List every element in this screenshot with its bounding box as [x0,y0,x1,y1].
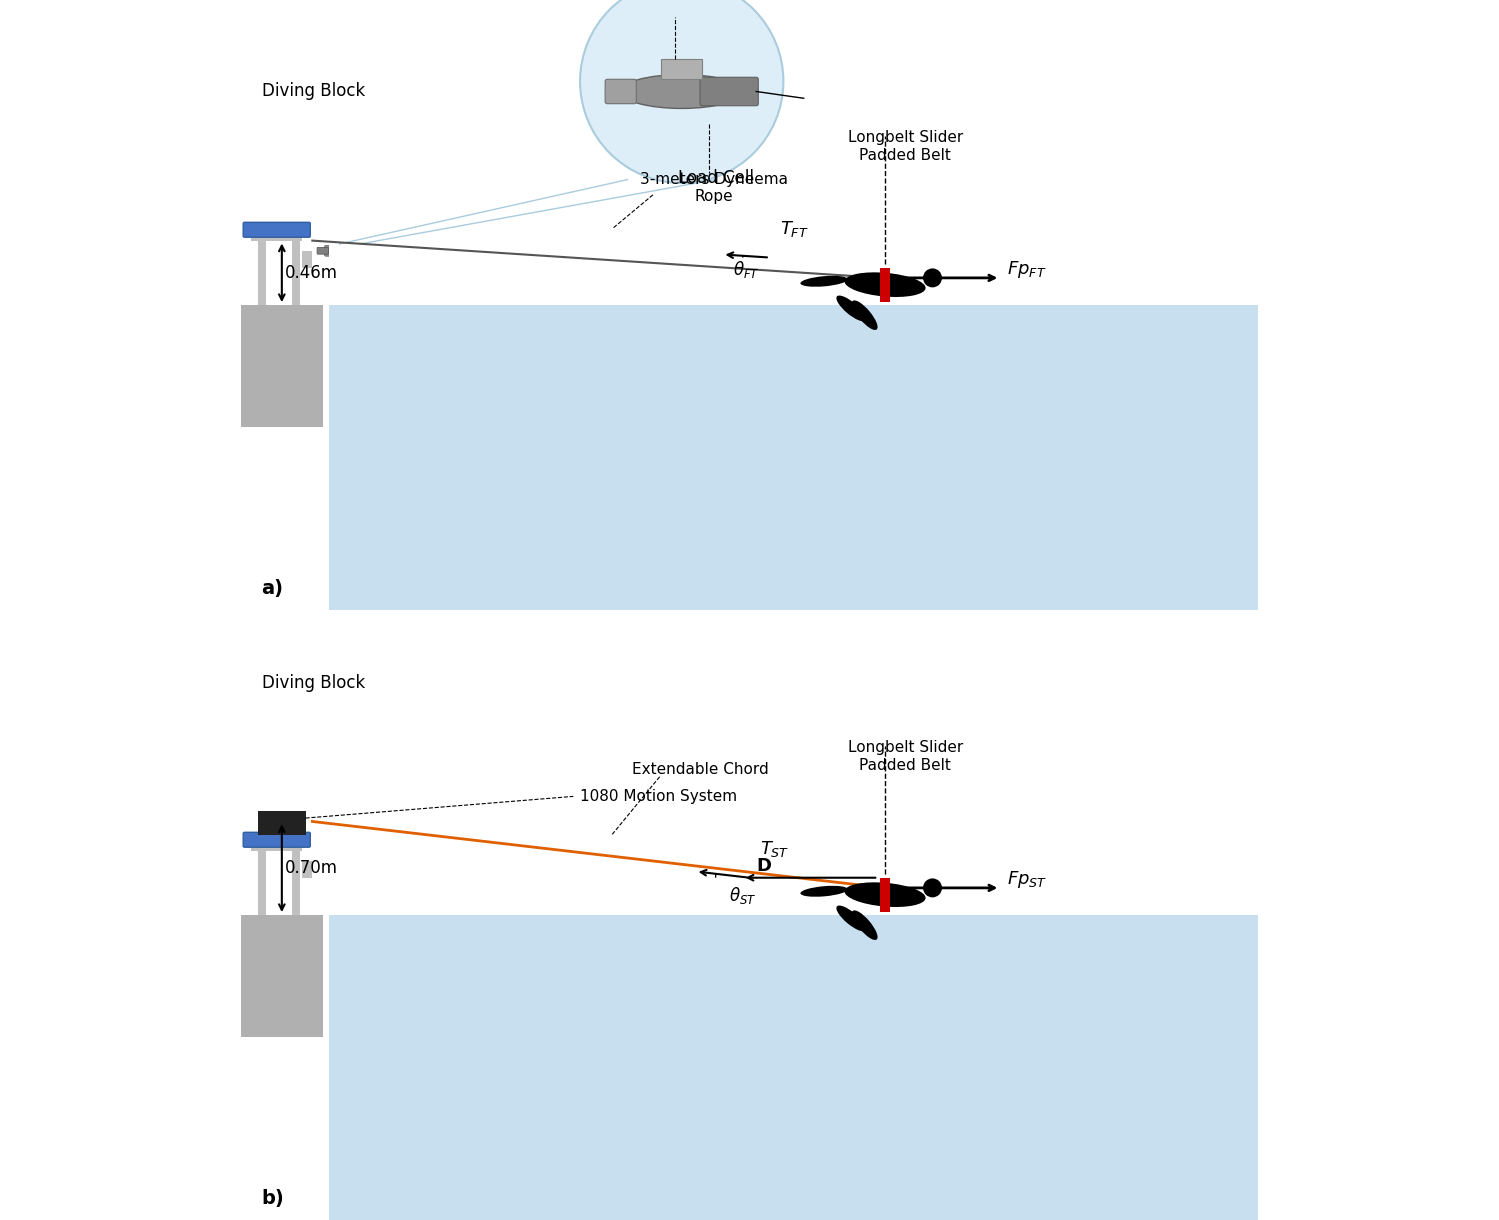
FancyBboxPatch shape [339,240,355,248]
Text: 3-meters Dyneema
Rope: 3-meters Dyneema Rope [640,172,788,204]
Ellipse shape [851,300,877,329]
FancyBboxPatch shape [330,305,1258,610]
Ellipse shape [851,910,877,939]
FancyBboxPatch shape [303,251,312,267]
Text: a): a) [261,578,283,598]
FancyBboxPatch shape [258,237,267,305]
FancyBboxPatch shape [324,245,367,256]
FancyBboxPatch shape [292,847,300,915]
Ellipse shape [800,276,848,287]
FancyBboxPatch shape [252,845,303,850]
FancyBboxPatch shape [700,77,758,106]
FancyBboxPatch shape [241,305,322,427]
Text: Diving Block: Diving Block [261,83,364,100]
Ellipse shape [836,905,866,931]
Circle shape [580,0,784,183]
FancyBboxPatch shape [258,847,267,915]
FancyBboxPatch shape [243,832,310,847]
Text: 0.46m: 0.46m [285,264,339,282]
Text: $\theta_{ST}$: $\theta_{ST}$ [729,886,757,906]
Ellipse shape [923,878,941,898]
FancyBboxPatch shape [292,237,300,305]
FancyBboxPatch shape [318,248,328,254]
FancyBboxPatch shape [330,237,1258,915]
FancyBboxPatch shape [606,79,636,104]
Text: $Fp_{ST}$: $Fp_{ST}$ [1007,870,1048,891]
Text: $T_{ST}$: $T_{ST}$ [760,839,788,859]
Ellipse shape [800,886,848,897]
Ellipse shape [836,295,866,321]
Text: $T_{FT}$: $T_{FT}$ [779,218,809,239]
Ellipse shape [844,272,925,296]
Text: Diving Block: Diving Block [261,675,364,692]
FancyBboxPatch shape [241,915,322,1037]
Ellipse shape [923,268,941,288]
FancyBboxPatch shape [880,877,890,911]
FancyBboxPatch shape [330,0,1258,305]
FancyBboxPatch shape [330,440,1258,610]
FancyBboxPatch shape [243,222,310,237]
Text: Load Cell: Load Cell [678,170,754,188]
Text: $\theta_{FT}$: $\theta_{FT}$ [733,259,760,279]
FancyBboxPatch shape [880,267,890,301]
Text: D: D [757,856,772,875]
Ellipse shape [621,74,742,109]
FancyBboxPatch shape [330,305,1258,644]
FancyBboxPatch shape [258,811,306,834]
Text: Extendable Chord: Extendable Chord [633,762,769,777]
FancyBboxPatch shape [303,861,312,877]
Text: $Fp_{FT}$: $Fp_{FT}$ [1007,260,1046,281]
FancyBboxPatch shape [661,59,702,79]
FancyBboxPatch shape [330,915,1258,1220]
FancyBboxPatch shape [252,235,303,240]
Text: b): b) [261,1188,285,1208]
Ellipse shape [844,882,925,906]
Text: Longbelt Slider
Padded Belt: Longbelt Slider Padded Belt [848,131,962,162]
Text: 0.70m: 0.70m [285,859,339,877]
Text: Longbelt Slider
Padded Belt: Longbelt Slider Padded Belt [848,741,962,772]
Text: 1080 Motion System: 1080 Motion System [580,789,738,804]
